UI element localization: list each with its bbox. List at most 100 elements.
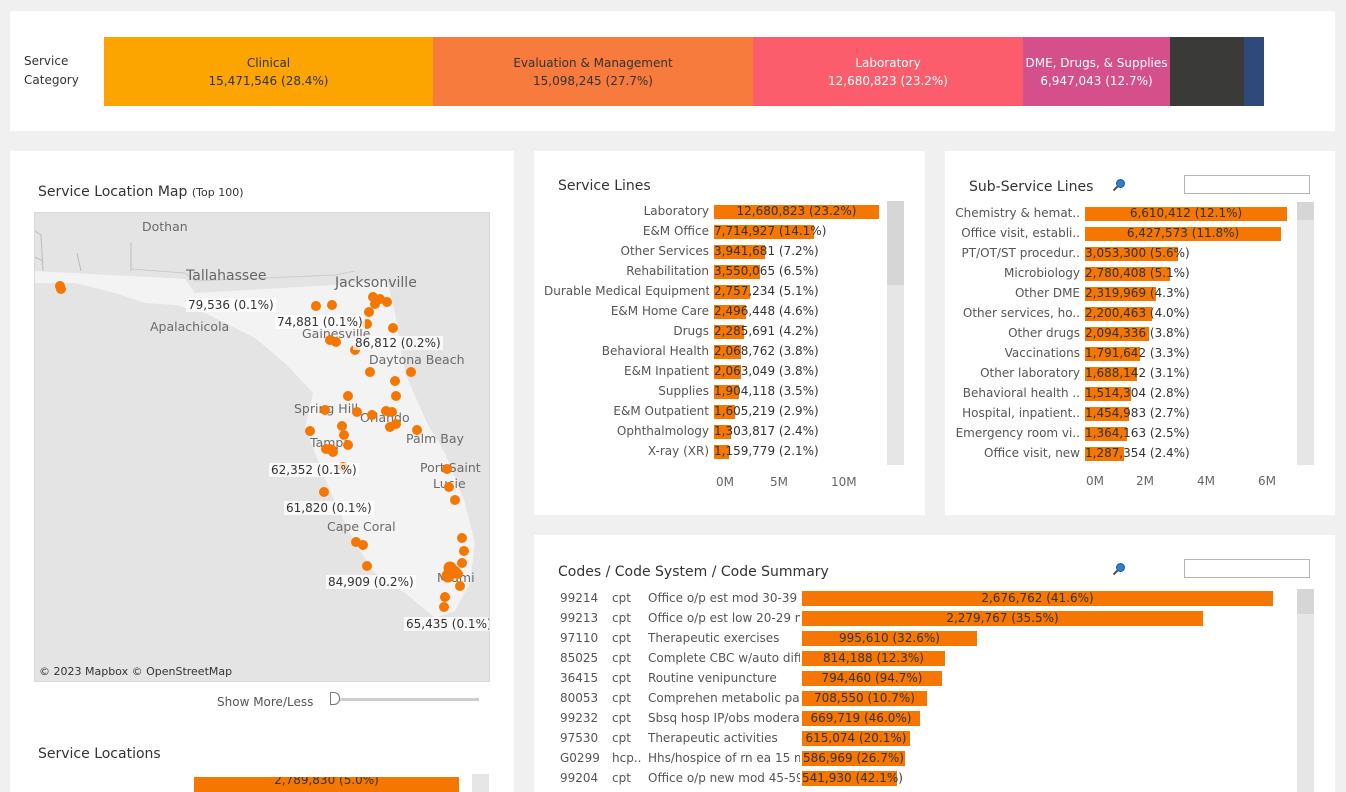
- code-bar[interactable]: [802, 731, 910, 746]
- map-marker[interactable]: [457, 533, 467, 543]
- bar-row[interactable]: Other Services 3,941,681 (7.2%): [544, 242, 884, 262]
- bar-row-bar[interactable]: [714, 365, 741, 379]
- bar-row-bar[interactable]: [1085, 387, 1131, 401]
- code-row[interactable]: 99204 cpt Office o/p new mod 45-59 .. 541,9…: [560, 769, 1295, 789]
- map-marker[interactable]: [337, 421, 347, 431]
- code-bar[interactable]: [802, 771, 897, 786]
- bar-row[interactable]: Chemistry & hemat.. 6,610,412 (12.1%): [955, 204, 1295, 224]
- map-marker[interactable]: [375, 294, 385, 304]
- category-segment[interactable]: Evaluation & Management 15,098,245 (27.7%…: [433, 37, 753, 106]
- bar-row-bar[interactable]: [1085, 247, 1178, 261]
- bar-row-bar[interactable]: [1085, 407, 1129, 421]
- map-marker[interactable]: [455, 581, 465, 591]
- map-marker[interactable]: [382, 297, 392, 307]
- map-marker[interactable]: [440, 592, 450, 602]
- map-marker[interactable]: [390, 376, 400, 386]
- map-marker[interactable]: [444, 482, 454, 492]
- bar-row[interactable]: Vaccinations 1,791,642 (3.3%): [955, 344, 1295, 364]
- codes-scrollbar[interactable]: [1297, 589, 1314, 792]
- bar-row[interactable]: Other DME 2,319,969 (4.3%): [955, 284, 1295, 304]
- bar-row[interactable]: Other drugs 2,094,336 (3.8%): [955, 324, 1295, 344]
- bar-row-bar[interactable]: [714, 405, 735, 419]
- category-segment[interactable]: Clinical 15,471,546 (28.4%): [104, 37, 433, 106]
- bar-row-bar[interactable]: [714, 305, 746, 319]
- bar-row-bar[interactable]: [714, 385, 739, 399]
- code-row[interactable]: G0299 hcp.. Hhs/hospice of rn ea 15 m.. 586…: [560, 749, 1295, 769]
- bar-row[interactable]: Supplies 1,904,118 (3.5%): [544, 382, 884, 402]
- map-marker[interactable]: [362, 319, 372, 329]
- map-marker[interactable]: [406, 367, 416, 377]
- map-marker[interactable]: [358, 540, 368, 550]
- map-marker[interactable]: [327, 300, 337, 310]
- code-row[interactable]: 99213 cpt Office o/p est low 20-29 m.. 2,27…: [560, 609, 1295, 629]
- bar-row-bar[interactable]: [1085, 447, 1124, 461]
- search-icon[interactable]: [1112, 562, 1126, 576]
- code-bar[interactable]: [802, 671, 942, 686]
- bar-row-bar[interactable]: [1085, 367, 1137, 381]
- map-marker[interactable]: [387, 407, 397, 417]
- bar-row[interactable]: Other laboratory 1,688,142 (3.1%): [955, 364, 1295, 384]
- map-marker[interactable]: [412, 425, 422, 435]
- bar-row-bar[interactable]: [1085, 287, 1156, 301]
- bar-row[interactable]: E&M Office 7,714,927 (14.1%): [544, 222, 884, 242]
- map-marker[interactable]: [368, 292, 378, 302]
- code-row[interactable]: 85025 cpt Complete CBC w/auto diff .. 814,1…: [560, 649, 1295, 669]
- map-marker[interactable]: [305, 426, 315, 436]
- bar-row[interactable]: PT/OT/ST procedur.. 3,053,300 (5.6%): [955, 244, 1295, 264]
- bar-row[interactable]: Other services, ho.. 2,200,463 (4.0%): [955, 304, 1295, 324]
- code-bar[interactable]: [802, 711, 920, 726]
- bar-row[interactable]: Microbiology 2,780,408 (5.1%): [955, 264, 1295, 284]
- map-marker[interactable]: [364, 307, 374, 317]
- code-row[interactable]: 36415 cpt Routine venipuncture 794,460 (94.…: [560, 669, 1295, 689]
- bar-row[interactable]: Ophthalmology 1,303,817 (2.4%): [544, 422, 884, 442]
- bar-row[interactable]: X-ray (XR) 1,159,779 (2.1%): [544, 442, 884, 462]
- map-marker[interactable]: [325, 335, 335, 345]
- bar-row-bar[interactable]: [714, 325, 744, 339]
- bar-row[interactable]: Laboratory 12,680,823 (23.2%): [544, 202, 884, 222]
- show-more-less-slider[interactable]: [333, 698, 479, 701]
- bar-row-bar[interactable]: [714, 425, 731, 439]
- category-segment[interactable]: Laboratory 12,680,823 (23.2%): [753, 37, 1023, 106]
- map-marker[interactable]: [311, 301, 321, 311]
- bar-row-bar[interactable]: [1085, 227, 1281, 241]
- bar-row-bar[interactable]: [714, 245, 765, 259]
- code-row[interactable]: 97530 cpt Therapeutic activities 615,074 (2…: [560, 729, 1295, 749]
- code-row[interactable]: 80053 cpt Comprehen metabolic pan.. 708,550…: [560, 689, 1295, 709]
- bar-row-bar[interactable]: [714, 285, 750, 299]
- bar-row[interactable]: E&M Outpatient 1,605,219 (2.9%): [544, 402, 884, 422]
- map-marker[interactable]: [319, 487, 329, 497]
- bar-row[interactable]: Behavioral health .. 1,514,304 (2.8%): [955, 384, 1295, 404]
- category-segment[interactable]: DME, Drugs, & Supplies 6,947,043 (12.7%): [1023, 37, 1170, 106]
- search-icon[interactable]: [1112, 178, 1126, 192]
- bar-row[interactable]: Office visit, establi.. 6,427,573 (11.8%): [955, 224, 1295, 244]
- slider-handle[interactable]: [330, 692, 340, 705]
- bar-row[interactable]: Behavioral Health 2,068,762 (3.8%): [544, 342, 884, 362]
- map-marker[interactable]: [343, 440, 353, 450]
- code-bar[interactable]: [802, 751, 905, 766]
- bar-row-bar[interactable]: [1085, 327, 1149, 341]
- map-marker[interactable]: [351, 537, 361, 547]
- service-location-map[interactable]: Dothan Tallahassee Jacksonville Apalachi…: [34, 212, 490, 682]
- category-segment[interactable]: [1170, 37, 1244, 106]
- bar-row-bar[interactable]: [1085, 207, 1287, 221]
- bar-row[interactable]: Office visit, new 1,287,354 (2.4%): [955, 444, 1295, 464]
- code-row[interactable]: 99232 cpt Sbsq hosp IP/obs moderat.. 669,71…: [560, 709, 1295, 729]
- bar-row[interactable]: Drugs 2,285,691 (4.2%): [544, 322, 884, 342]
- map-marker[interactable]: [331, 337, 341, 347]
- map-marker[interactable]: [370, 299, 380, 309]
- bar-row[interactable]: Emergency room vi.. 1,364,163 (2.5%): [955, 424, 1295, 444]
- map-marker[interactable]: [381, 406, 391, 416]
- bar-row-bar[interactable]: [714, 205, 879, 219]
- code-row[interactable]: 97110 cpt Therapeutic exercises 995,610 (32…: [560, 629, 1295, 649]
- map-marker[interactable]: [321, 444, 331, 454]
- bar-row-bar[interactable]: [714, 265, 760, 279]
- bar-row-bar[interactable]: [1085, 267, 1170, 281]
- map-marker[interactable]: [391, 391, 401, 401]
- codes-search-input[interactable]: [1184, 559, 1310, 578]
- map-marker[interactable]: [339, 430, 349, 440]
- bar-row-bar[interactable]: [714, 225, 814, 239]
- bar-row[interactable]: E&M Home Care 2,496,448 (4.6%): [544, 302, 884, 322]
- map-marker[interactable]: [385, 422, 395, 432]
- bar-row[interactable]: E&M Inpatient 2,063,049 (3.8%): [544, 362, 884, 382]
- scrollbar-thumb[interactable]: [1297, 202, 1314, 220]
